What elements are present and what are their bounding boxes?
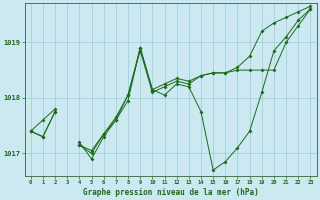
X-axis label: Graphe pression niveau de la mer (hPa): Graphe pression niveau de la mer (hPa) [83,188,259,197]
